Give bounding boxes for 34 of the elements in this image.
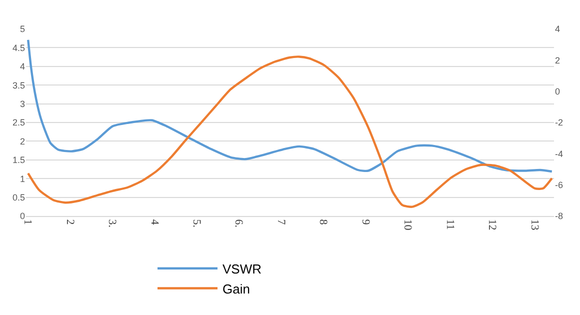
y2-tick-label: -2 xyxy=(555,118,564,128)
y-tick-label: 3 xyxy=(20,98,25,109)
x-tick-label: 13 xyxy=(528,219,540,231)
y-tick-label: 0.5 xyxy=(12,192,25,202)
y-tick-label: 2.5 xyxy=(12,118,25,128)
x-tick-label: 12 xyxy=(486,219,498,230)
y-tick-label: 1.5 xyxy=(12,155,25,166)
y-tick-label: 3.5 xyxy=(12,80,25,90)
y2-tick-label: 0 xyxy=(555,86,560,96)
y2-tick-label: -4 xyxy=(555,148,564,159)
y-tick-label: 0 xyxy=(20,211,25,222)
x-tick-label: 10 xyxy=(402,219,414,231)
x-tick-label: 6. xyxy=(232,219,245,228)
x-tick-label: 4 xyxy=(148,219,160,226)
y2-tick-label: -8 xyxy=(555,211,564,222)
x-tick-label: 2 xyxy=(64,219,76,225)
x-tick-label: 9 xyxy=(359,219,372,226)
line-series xyxy=(27,56,553,208)
y2-tick-label: 4 xyxy=(555,24,560,34)
x-tick-label: 11 xyxy=(444,219,456,230)
legend-label: Gain xyxy=(222,281,250,296)
y-tick-label: 4 xyxy=(20,62,25,72)
y-tick-label: 5 xyxy=(20,24,25,34)
y-tick-label: 2 xyxy=(20,136,25,146)
legend-label: VSWR xyxy=(222,261,262,276)
y2-tick-label: -6 xyxy=(555,180,564,190)
y-tick-label: 4.5 xyxy=(12,42,25,53)
x-tick-label: 5. xyxy=(190,219,202,228)
x-tick-label: 7 xyxy=(274,219,287,226)
y-tick-label: 1 xyxy=(20,174,25,184)
y2-tick-label: 2 xyxy=(555,55,560,66)
line-series xyxy=(27,38,553,173)
x-tick-label: 3. xyxy=(106,219,118,228)
x-tick-label: 8 xyxy=(317,219,330,226)
